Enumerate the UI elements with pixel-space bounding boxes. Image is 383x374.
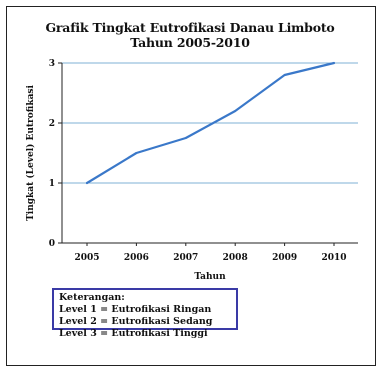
y-tick-label-1: 1 — [49, 179, 55, 189]
series-line-0 — [85, 61, 336, 185]
labels-layer: 0 1 2 3 2005 2006 2007 2008 2009 2010 Tahun Tingkat… — [25, 59, 347, 282]
y-tick-label-3: 3 — [49, 59, 55, 69]
data-point-2008 — [234, 110, 237, 112]
grid-layer — [62, 62, 358, 184]
x-tick-label-2006: 2006 — [124, 253, 149, 263]
y-tick-label-2: 2 — [49, 119, 55, 129]
x-tick-label-2010: 2010 — [321, 253, 346, 263]
y-tick-label-0: 0 — [49, 239, 55, 249]
data-point-2010 — [333, 62, 335, 64]
x-tick-label-2008: 2008 — [223, 253, 248, 263]
data-point-2006 — [135, 152, 138, 154]
legend-item-level-2: Level 2 = Eutrofikasi Sedang — [59, 316, 213, 327]
series-layer — [85, 61, 336, 185]
legend-box: Keterangan: Level 1 = Eutrofikasi Ringan… — [52, 288, 238, 339]
data-point-2007 — [184, 137, 187, 139]
chart-title-line2: Tahun 2005-2010 — [130, 35, 250, 50]
legend-item-level-3: Level 3 = Eutrofikasi Tinggi — [59, 328, 208, 339]
legend-item-level-1: Level 1 = Eutrofikasi Ringan — [59, 304, 212, 315]
x-tick-label-2005: 2005 — [74, 253, 99, 263]
data-point-2005 — [86, 182, 88, 184]
chart-title-line1: Grafik Tingkat Eutrofikasi Danau Limboto — [45, 20, 335, 35]
y-axis-title: Tingkat (Level) Eutrofikasi — [25, 85, 36, 221]
data-point-2009 — [283, 74, 286, 76]
x-tick-label-2009: 2009 — [272, 253, 297, 263]
chart-title: Grafik Tingkat Eutrofikasi Danau Limboto… — [40, 20, 340, 50]
x-axis-title: Tahun — [194, 272, 226, 282]
x-tick-label-2007: 2007 — [173, 253, 198, 263]
figure-frame — [6, 6, 376, 366]
axes-layer — [58, 62, 358, 246]
legend-heading: Keterangan: — [59, 292, 125, 303]
